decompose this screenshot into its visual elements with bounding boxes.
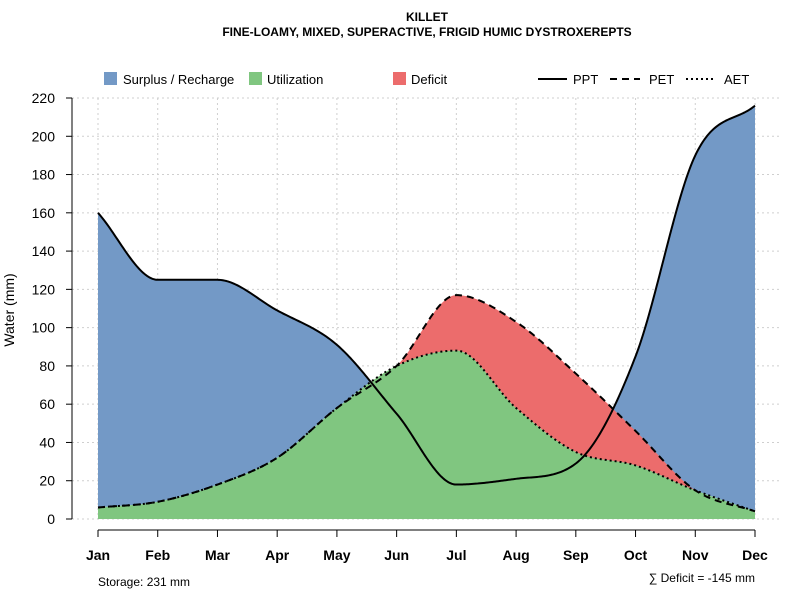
series-line-aet xyxy=(97,349,756,513)
deficit-note: ∑ Deficit = -145 mm xyxy=(649,571,755,585)
legend-label-ppt: PPT xyxy=(573,72,598,87)
chart-title: KILLET xyxy=(406,10,449,24)
y-axis-label: Water (mm) xyxy=(1,273,17,346)
legend-swatch-deficit xyxy=(393,72,406,85)
axes: 0 20 40 60 80 100 120 140 160 180 200 220 Jan Feb Mar A… xyxy=(32,90,768,563)
legend-label-pet: PET xyxy=(649,72,674,87)
y-tick-label: 60 xyxy=(39,396,55,412)
x-tick-label-feb: Feb xyxy=(145,547,170,563)
legend-swatch-surplus xyxy=(104,72,117,85)
legend-label-aet: AET xyxy=(724,72,749,87)
area-deficit xyxy=(98,295,755,512)
legend-label-surplus: Surplus / Recharge xyxy=(123,72,234,87)
series-lines xyxy=(97,104,756,513)
legend-swatch-utilization xyxy=(249,72,262,85)
area-utilization xyxy=(98,350,755,519)
legend-label-deficit: Deficit xyxy=(411,72,448,87)
area-surplus-recharge xyxy=(98,105,755,512)
y-tick-label: 100 xyxy=(32,320,56,336)
legend-label-utilization: Utilization xyxy=(267,72,323,87)
y-tick-label: 0 xyxy=(47,511,55,527)
x-tick-label-nov: Nov xyxy=(682,547,709,563)
series-line-ppt xyxy=(97,104,756,486)
y-tick-label: 80 xyxy=(39,358,55,374)
x-tick-label-dec: Dec xyxy=(742,547,768,563)
y-tick-label: 140 xyxy=(32,243,56,259)
x-tick-label-jul: Jul xyxy=(446,547,466,563)
storage-note: Storage: 231 mm xyxy=(98,575,190,589)
x-tick-label-aug: Aug xyxy=(502,547,529,563)
x-tick-label-jun: Jun xyxy=(384,547,409,563)
y-tick-label: 160 xyxy=(32,205,56,221)
x-tick-label-sep: Sep xyxy=(563,547,589,563)
area-fills xyxy=(98,105,755,519)
y-tick-label: 40 xyxy=(39,434,55,450)
x-tick-label-mar: Mar xyxy=(205,547,230,563)
x-tick-label-jan: Jan xyxy=(86,547,110,563)
y-tick-label: 220 xyxy=(32,90,56,106)
y-tick-label: 180 xyxy=(32,167,56,183)
y-tick-label: 200 xyxy=(32,128,56,144)
chart-subtitle: FINE-LOAMY, MIXED, SUPERACTIVE, FRIGID H… xyxy=(222,25,631,39)
legend: Surplus / Recharge Utilization Deficit P… xyxy=(104,72,749,87)
x-tick-label-apr: Apr xyxy=(265,547,290,563)
x-tick-label-may: May xyxy=(323,547,350,563)
x-tick-label-oct: Oct xyxy=(624,547,648,563)
y-tick-label: 20 xyxy=(39,473,55,489)
y-tick-label: 120 xyxy=(32,281,56,297)
